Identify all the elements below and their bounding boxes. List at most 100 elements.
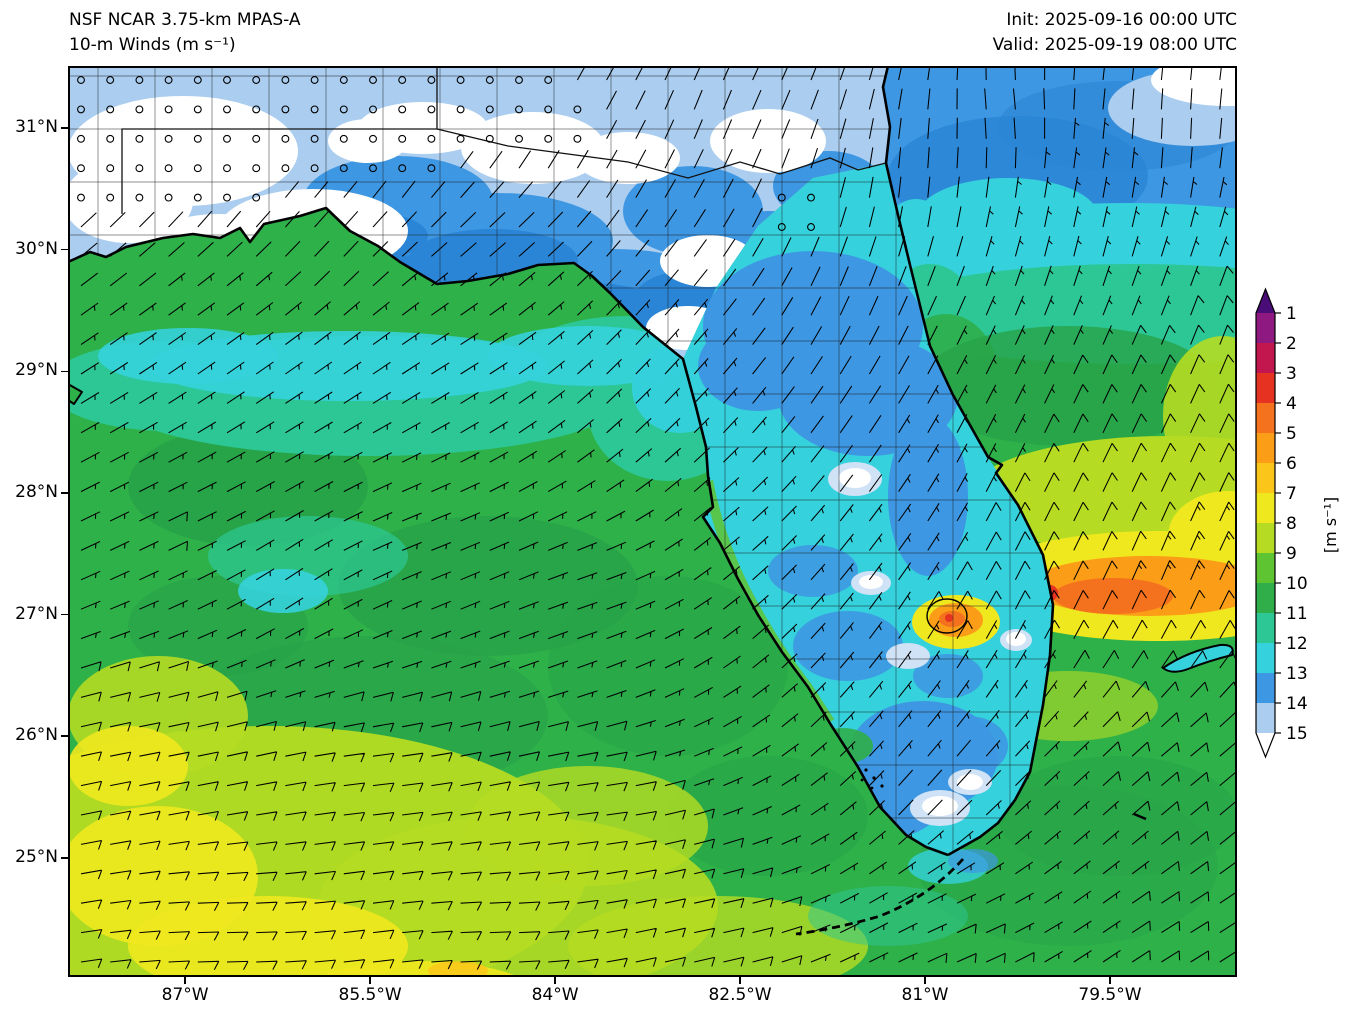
calm-circle (193, 105, 202, 114)
calm-circle (427, 76, 436, 84)
calm-circle (544, 105, 553, 114)
y-axis-tick-label: 25°N (15, 846, 58, 867)
calm-circle (398, 164, 407, 173)
lake-okeechobee-outline (926, 598, 968, 634)
x-axis-tick-label: 81°W (901, 985, 949, 1005)
calm-circle (252, 76, 261, 84)
y-axis-tickmark (61, 492, 68, 494)
colorbar-tick-label: 1 (1286, 304, 1297, 324)
calm-circle (193, 193, 202, 202)
y-axis-tickmark (61, 613, 68, 616)
calm-circle (106, 164, 115, 173)
calm-circle (223, 76, 231, 84)
calm-circle (135, 193, 144, 202)
colorbar-tick-label: 6 (1286, 454, 1297, 474)
wind-barbs-layer (77, 58, 1239, 971)
colorbar-svg: 15 14 13 12 11 10 9 8 7 6 5 4 3 2 1 [m s⁻¹] (1255, 287, 1340, 759)
colorbar-tick-label: 12 (1286, 634, 1308, 654)
calm-circle (777, 223, 786, 231)
valid-time-line: Valid: 2025-09-19 08:00 UTC (992, 34, 1237, 55)
x-axis-tick-label: 84°W (531, 985, 579, 1005)
calm-circle (485, 76, 494, 84)
calm-circle (807, 223, 815, 231)
calm-circle (164, 105, 173, 114)
x-axis-tick-label: 87°W (161, 985, 209, 1005)
calm-circle (223, 193, 231, 202)
calm-circle (456, 105, 465, 114)
florida-keys (795, 858, 965, 936)
bimini-island (1133, 812, 1147, 821)
y-axis-tick-label: 29°N (15, 360, 58, 381)
colorbar-tick-label: 11 (1286, 604, 1308, 624)
calm-circle (223, 164, 231, 173)
field-title-line: 10-m Winds (m s⁻¹) (69, 34, 236, 55)
map-panel (0, 58, 1239, 1027)
y-axis-tickmark (61, 735, 68, 737)
okeechobee-wind-max (912, 595, 1000, 649)
calm-circle (310, 105, 319, 114)
colorbar: 15 14 13 12 11 10 9 8 7 6 5 4 3 2 1 [m s⁻¹] (1248, 287, 1353, 769)
calm-circle (252, 134, 261, 143)
calm-circle (106, 134, 115, 143)
calm-circle (369, 134, 377, 143)
calm-circle (398, 76, 407, 84)
calm-circle (339, 105, 348, 114)
calm-circle (427, 134, 436, 143)
calm-circle (135, 76, 144, 84)
calm-circle (106, 76, 115, 84)
y-axis-tickmark (61, 857, 68, 859)
calm-circle (164, 164, 173, 173)
calm-circle (339, 134, 348, 143)
calm-circle (310, 76, 319, 84)
calm-circle (252, 105, 261, 114)
x-axis-tickmark (1109, 977, 1111, 984)
calm-circle (77, 105, 85, 114)
y-axis-tick-label: 31°N (15, 117, 58, 138)
colorbar-tick-label: 7 (1286, 484, 1297, 504)
calm-circle (485, 105, 494, 114)
calm-circle (252, 164, 261, 173)
calm-circle (807, 193, 815, 202)
calm-circle (193, 164, 202, 173)
calm-circle (485, 134, 494, 143)
calm-circle (281, 134, 290, 143)
calm-circle (369, 105, 377, 114)
calm-circle (310, 164, 319, 173)
calm-circle (281, 105, 290, 114)
calm-circle (369, 164, 377, 173)
wind-speed-fill-layer (0, 66, 1237, 1027)
x-axis-tickmark (554, 977, 556, 984)
y-axis-tick-label: 27°N (15, 603, 58, 624)
y-axis-tickmark (61, 127, 68, 129)
colorbar-tick-label: 2 (1286, 334, 1297, 354)
calm-circle (515, 76, 523, 84)
colorbar-tick-label: 3 (1286, 364, 1297, 384)
plot-title: NSF NCAR 3.75-km MPAS-A 10-m Winds (m s⁻¹… (69, 8, 301, 57)
colorbar-tick-label: 8 (1286, 514, 1297, 534)
calm-circle (427, 105, 436, 114)
x-axis-tickmark (369, 977, 371, 984)
calm-circle (339, 164, 348, 173)
calm-circle (223, 134, 231, 143)
calm-circle (135, 105, 144, 114)
calm-circle (310, 134, 319, 143)
calm-circle (427, 164, 436, 173)
wind-map (0, 58, 1239, 1027)
calm-circle (456, 134, 465, 143)
colorbar-tick-label: 10 (1286, 574, 1308, 594)
calm-circle (398, 105, 407, 114)
calm-circle (77, 76, 85, 84)
calm-circle (515, 105, 523, 114)
calm-circle (398, 134, 407, 143)
calm-circle (339, 76, 348, 84)
calm-circle (193, 134, 202, 143)
calm-circle (77, 134, 85, 143)
calm-circle (573, 134, 582, 143)
calm-circle (77, 193, 85, 202)
calm-circle (573, 105, 582, 114)
calm-circle (106, 105, 115, 114)
calm-circle (544, 134, 553, 143)
colorbar-units-label: [m s⁻¹] (1321, 497, 1340, 553)
calm-circle (135, 134, 144, 143)
